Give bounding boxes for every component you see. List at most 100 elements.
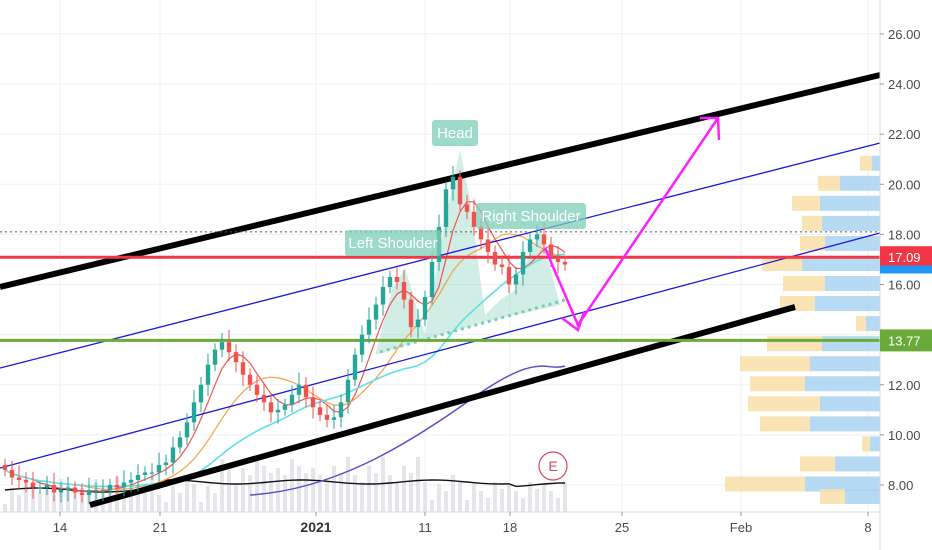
candle-body bbox=[457, 176, 463, 205]
right-shoulder-label-box bbox=[476, 203, 586, 229]
earnings-label: E bbox=[548, 458, 557, 474]
candle-body bbox=[548, 244, 554, 257]
candle-body bbox=[156, 464, 162, 473]
candle-body bbox=[128, 479, 134, 483]
candle-body bbox=[240, 362, 246, 375]
candle-body bbox=[247, 374, 253, 385]
y-tick-label: 12.00 bbox=[888, 378, 921, 393]
volume-bar bbox=[157, 495, 161, 512]
volume-bar bbox=[150, 477, 154, 512]
lower-mid-channel-line bbox=[0, 232, 881, 469]
volume-bar bbox=[395, 482, 399, 512]
volume-bar bbox=[514, 491, 518, 512]
time-axis[interactable]: 14 21 2021 11 18 25 Feb 8 bbox=[0, 511, 880, 535]
candle-body bbox=[205, 364, 211, 385]
left-shoulder-label-box bbox=[345, 230, 441, 256]
volume-bar bbox=[17, 495, 21, 512]
volume-bar bbox=[122, 495, 126, 512]
volume-bar bbox=[220, 459, 224, 512]
support-price-label: 13.77 bbox=[888, 333, 921, 348]
volume-bar bbox=[521, 498, 525, 512]
support-price-tag bbox=[880, 329, 932, 352]
x-tick-label: 25 bbox=[615, 520, 629, 535]
candle-body bbox=[464, 204, 470, 212]
candle-body bbox=[184, 422, 190, 438]
vp-buy-bar bbox=[740, 356, 810, 372]
projection-path bbox=[543, 117, 720, 328]
volume-bar bbox=[409, 473, 413, 512]
price-axis[interactable]: 8.0010.0012.0014.0016.0018.0020.0022.002… bbox=[879, 0, 921, 550]
vp-buy-bar bbox=[760, 416, 810, 432]
vp-buy-bar bbox=[767, 336, 822, 352]
volume-bar bbox=[444, 491, 448, 512]
volume-bar bbox=[199, 502, 203, 512]
vp-buy-bar bbox=[800, 235, 825, 251]
volume-bar bbox=[500, 489, 504, 512]
candle-body bbox=[254, 384, 260, 395]
candle-body bbox=[506, 266, 512, 285]
volume-bar bbox=[227, 466, 231, 512]
candle-body bbox=[16, 477, 22, 480]
volume-bar bbox=[325, 482, 329, 512]
vp-buy-bar bbox=[862, 436, 870, 452]
candle-body bbox=[331, 417, 337, 420]
y-tick-label: 26.00 bbox=[888, 27, 921, 42]
volume-bar bbox=[206, 486, 210, 512]
ma-long-line bbox=[249, 365, 566, 496]
candle-body bbox=[114, 485, 120, 488]
candle-body bbox=[163, 462, 169, 465]
earnings-event-marker[interactable]: E bbox=[538, 451, 568, 481]
candle-body bbox=[198, 384, 204, 403]
volume-profile bbox=[725, 155, 880, 505]
volume-bar bbox=[297, 466, 301, 512]
volume-bar bbox=[549, 491, 553, 512]
vp-buy-bar bbox=[860, 155, 872, 171]
candle-body bbox=[79, 492, 85, 496]
vp-sell-bar bbox=[805, 376, 880, 392]
volume-bar bbox=[234, 484, 238, 512]
volume-bar bbox=[535, 489, 539, 512]
candle-body bbox=[212, 349, 218, 365]
volume-bar bbox=[416, 457, 420, 512]
candle-body bbox=[44, 485, 50, 488]
volume-bar bbox=[241, 468, 245, 512]
candle-body bbox=[30, 482, 36, 488]
volume-bar bbox=[423, 482, 427, 512]
volume-bar bbox=[332, 466, 336, 512]
candle-body bbox=[268, 402, 274, 413]
volume-bar bbox=[276, 468, 280, 512]
x-tick-label: Feb bbox=[730, 520, 752, 535]
candle-body bbox=[142, 472, 148, 475]
volume-bar bbox=[171, 486, 175, 512]
head-shoulders-pattern bbox=[375, 150, 566, 355]
vp-sell-bar bbox=[802, 255, 880, 271]
y-tick-label: 8.00 bbox=[888, 478, 913, 493]
candle-body bbox=[226, 342, 232, 353]
candle-body bbox=[86, 490, 92, 496]
volume-bar bbox=[367, 466, 371, 512]
vp-sell-bar bbox=[835, 456, 880, 472]
volume-bar bbox=[563, 482, 567, 512]
candle-body bbox=[387, 277, 393, 288]
vp-buy-bar bbox=[750, 376, 805, 392]
resistance-price-tag bbox=[880, 246, 932, 269]
candle-body bbox=[37, 487, 43, 489]
candle-body bbox=[394, 277, 400, 283]
projection-arrows bbox=[543, 116, 721, 333]
vp-buy-bar bbox=[856, 316, 866, 332]
volume-bar bbox=[143, 493, 147, 512]
pattern-labels: Left Shoulder Head Right Shoulder bbox=[345, 120, 586, 256]
right-shoulder-label: Right Shoulder bbox=[481, 208, 580, 225]
ma-slow-line bbox=[4, 253, 566, 488]
vp-sell-bar bbox=[810, 356, 880, 372]
volume-bar bbox=[381, 457, 385, 512]
volume-bar bbox=[353, 475, 357, 512]
volume-bar bbox=[542, 484, 546, 512]
volume-bar bbox=[248, 475, 252, 512]
vp-sell-bar bbox=[845, 489, 880, 505]
candle-body bbox=[443, 189, 449, 227]
volume-bar bbox=[437, 484, 441, 512]
volume-bar bbox=[304, 473, 308, 512]
candle-body bbox=[233, 352, 239, 363]
